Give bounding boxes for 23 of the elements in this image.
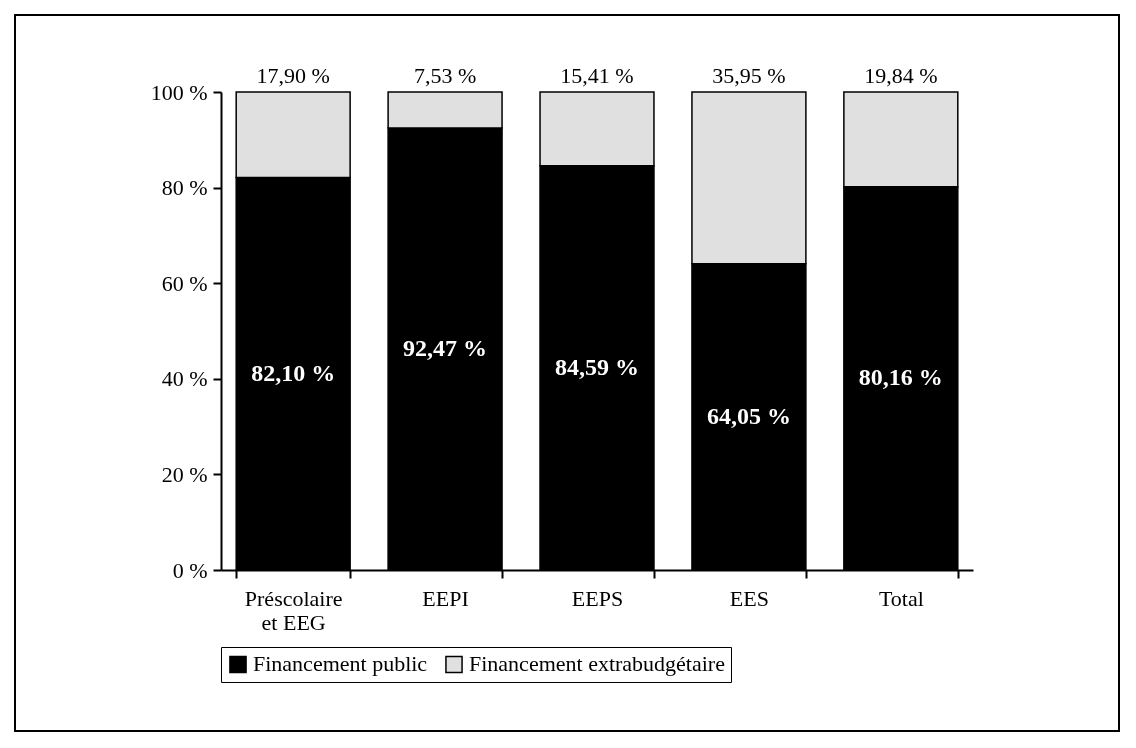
x-tick-label: Préscolaire et EEG: [244, 585, 343, 635]
x-tick-label: Total: [878, 585, 924, 611]
legend-label: Financement public: [253, 651, 428, 677]
legend-label: Financement extrabudgétaire: [469, 651, 725, 677]
x-tick-label: EEPI: [422, 585, 469, 611]
x-tick-label: EES: [729, 585, 769, 611]
data-label: 64,05 %: [706, 402, 791, 429]
y-tick-label: 0 %: [172, 557, 208, 583]
y-tick-label: 20 %: [161, 461, 208, 487]
data-label: 19,84 %: [864, 63, 938, 88]
data-label: 35,95 %: [712, 63, 786, 88]
data-label: 17,90 %: [256, 63, 330, 88]
y-tick-label: 80 %: [161, 175, 208, 201]
y-tick-label: 100 %: [150, 79, 208, 105]
data-label: 15,41 %: [560, 63, 634, 88]
y-tick-label: 60 %: [161, 270, 208, 296]
data-label: 84,59 %: [555, 353, 639, 380]
x-tick-label: EEPS: [571, 585, 624, 611]
data-label: 82,10 %: [251, 359, 336, 386]
data-label: 80,16 %: [858, 364, 943, 391]
y-tick-label: 40 %: [161, 366, 208, 392]
data-label: 92,47 %: [403, 335, 488, 361]
data-label: 7,53 %: [413, 63, 477, 88]
